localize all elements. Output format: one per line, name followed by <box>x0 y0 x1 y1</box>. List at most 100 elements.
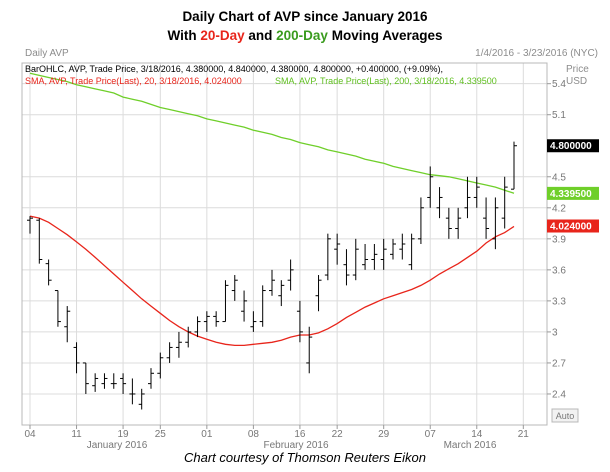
chart-title: Daily Chart of AVP since January 2016 <box>182 9 428 24</box>
last-label-sma200: 4.339500 <box>547 186 599 200</box>
ohlc-bar <box>390 238 396 260</box>
ohlc-bar <box>278 280 285 307</box>
legend-sma200: SMA, AVP, Trade Price(Last), 200, 3/18/2… <box>275 76 497 86</box>
auto-button-label: Auto <box>556 411 575 421</box>
ohlc-bar <box>445 207 452 239</box>
ohlc-bar <box>241 290 248 322</box>
ohlc-bar <box>82 362 89 394</box>
ohlc-bar <box>120 373 127 394</box>
ohlc-bar <box>473 176 480 208</box>
y-tick-label: 2.4 <box>552 389 566 400</box>
y-tick-label: 5.1 <box>552 110 566 121</box>
y-tick-label: 5.4 <box>552 79 566 90</box>
y-tick-label: 3.6 <box>552 265 566 276</box>
ohlc-bar <box>380 238 387 270</box>
ohlc-bar <box>231 275 238 301</box>
x-tick-label: 01 <box>201 429 213 440</box>
y-tick-label: 4.2 <box>552 203 566 214</box>
y-tick-label: 3.9 <box>552 234 566 245</box>
ohlc-bar <box>166 342 173 363</box>
ohlc-bar <box>501 176 508 229</box>
chart-name: Daily AVP <box>25 48 69 59</box>
ohlc-bar <box>306 326 313 374</box>
ohlc-bar <box>148 368 154 389</box>
x-month-label: March 2016 <box>444 440 497 451</box>
grid <box>22 63 547 425</box>
subtitle-suffix: Moving Averages <box>327 28 443 43</box>
ohlc-bar <box>259 285 266 327</box>
last-label-close: 4.800000 <box>547 139 599 153</box>
x-tick-label: 16 <box>294 429 306 440</box>
auto-button[interactable]: Auto <box>551 408 579 423</box>
ohlc-bar <box>45 259 52 286</box>
ohlc-bar <box>129 378 136 405</box>
legend-ohlc: BarOHLC, AVP, Trade Price, 3/18/2016, 4.… <box>25 64 443 74</box>
chart-caption: Chart courtesy of Thomson Reuters Eikon <box>183 450 427 465</box>
x-tick-label: 08 <box>248 429 260 440</box>
ohlc-bar <box>427 166 434 208</box>
ohlc-bar <box>222 280 229 323</box>
ohlc-bar <box>138 388 145 410</box>
ohlc-bar <box>101 373 108 389</box>
ohlc-bars <box>27 141 517 410</box>
plot-frame <box>21 62 548 426</box>
x-tick-label: 25 <box>155 429 167 440</box>
chart-subtitle: With 20-Day and 200-Day Moving Averages <box>0 28 610 43</box>
ohlc-bar <box>324 233 331 281</box>
ohlc-bar <box>399 233 406 260</box>
ohlc-bar <box>296 300 303 343</box>
ohlc-bar <box>269 269 275 296</box>
ohlc-bar <box>483 197 490 239</box>
ohlc-bar <box>73 342 80 374</box>
ohlc-bar <box>511 141 517 190</box>
svg-text:4.800000: 4.800000 <box>550 141 592 152</box>
y-tick-label: 4.5 <box>552 172 566 183</box>
x-tick-label: 11 <box>71 429 82 440</box>
ohlc-bar <box>492 197 499 250</box>
y-tick-label: 3 <box>552 327 558 338</box>
x-tick-label: 29 <box>378 429 390 440</box>
currency-unit-label: USD <box>566 76 587 87</box>
ohlc-bar <box>175 331 182 358</box>
legend-sma20: SMA, AVP, Trade Price(Last), 20, 3/18/20… <box>25 76 242 86</box>
x-tick-label: 19 <box>118 429 130 440</box>
svg-text:4.339500: 4.339500 <box>550 189 592 200</box>
x-month-label: February 2016 <box>263 440 328 451</box>
ohlc-bar <box>64 306 71 343</box>
y-axis: 2.4 2.7 3 3.3 3.6 3.9 4.2 4.5 5.1 5.4 <box>547 79 566 400</box>
ohlc-bar <box>203 311 210 332</box>
ohlc-bar <box>250 311 257 332</box>
x-axis: 04 11 19 25 01 08 16 22 29 07 14 21 January 2016 Febr… <box>24 425 529 451</box>
ohlc-bar <box>185 326 192 348</box>
sma20-line <box>29 215 515 347</box>
ohlc-bar <box>92 373 99 392</box>
ohlc-bar <box>408 233 415 270</box>
ohlc-bar <box>36 218 43 264</box>
ohlc-bar <box>194 316 201 338</box>
sma200-line <box>29 72 515 194</box>
ohlc-bar <box>27 216 33 234</box>
ohlc-bar <box>371 244 378 270</box>
svg-text:4.024000: 4.024000 <box>550 222 592 233</box>
subtitle-200day: 200-Day <box>276 28 328 43</box>
x-tick-label: 04 <box>24 429 36 440</box>
last-price-labels: 4.800000 4.339500 4.024000 <box>547 139 599 233</box>
x-tick-label: 22 <box>332 429 344 440</box>
ohlc-bar <box>334 233 341 265</box>
ohlc-bar <box>213 311 220 327</box>
ohlc-bar <box>352 238 359 281</box>
ohlc-bar <box>464 176 471 219</box>
y-tick-label: 3.3 <box>552 296 566 307</box>
subtitle-mid: and <box>244 28 277 43</box>
last-label-sma20: 4.024000 <box>547 219 599 233</box>
ohlc-bar <box>287 259 294 291</box>
ohlc-bar <box>110 373 117 389</box>
ohlc-bar <box>362 244 369 270</box>
subtitle-20day: 20-Day <box>200 28 245 43</box>
ohlc-bar <box>436 187 443 219</box>
date-range: 1/4/2016 - 3/23/2016 (NYC) <box>475 48 598 59</box>
ohlc-bar <box>157 352 164 379</box>
x-tick-label: 21 <box>518 429 530 440</box>
subtitle-prefix: With <box>167 28 201 43</box>
